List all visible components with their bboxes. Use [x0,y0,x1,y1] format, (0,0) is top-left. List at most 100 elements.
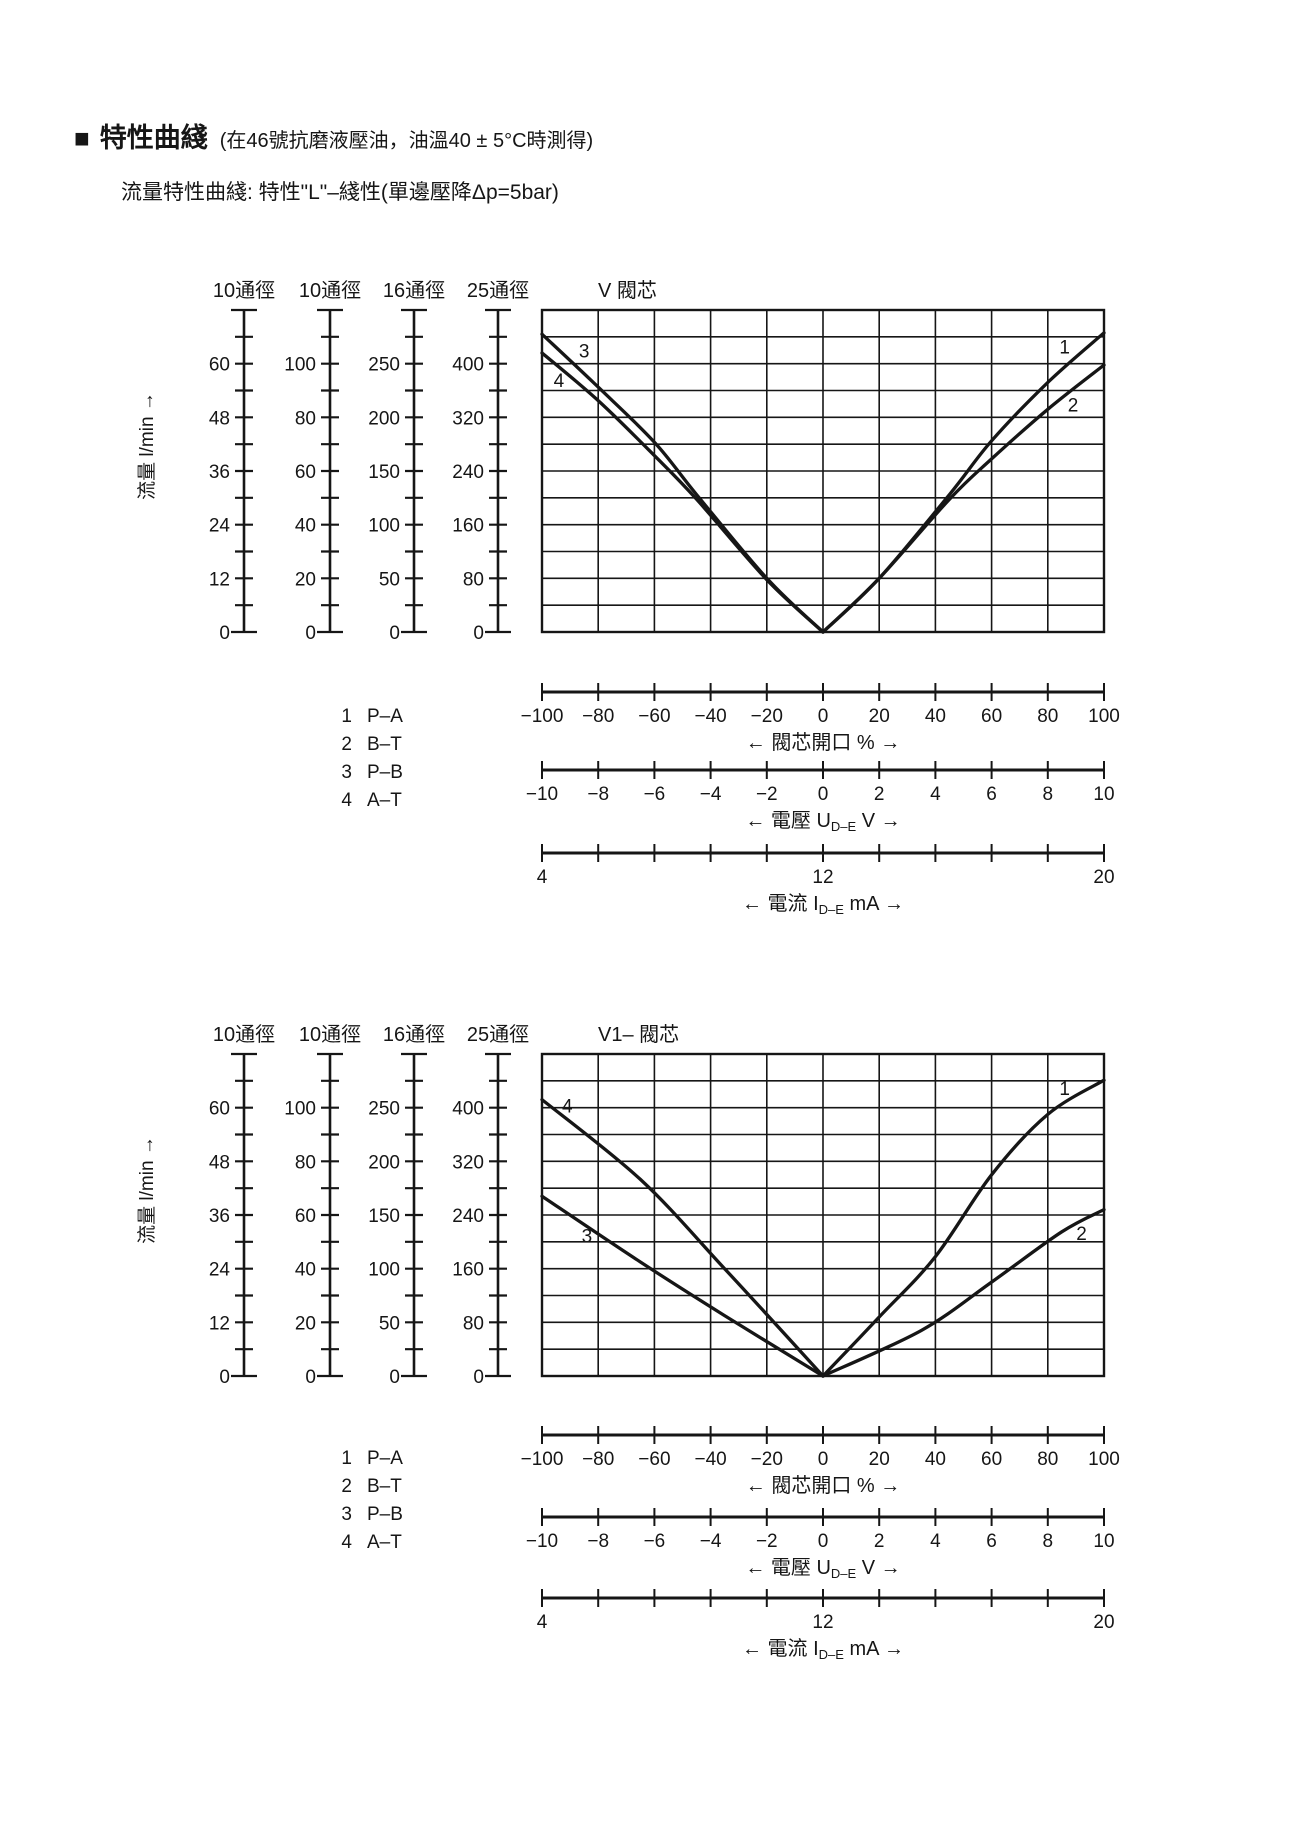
legend-route-1: P–A [367,706,403,727]
scale-tick-label: 60 [295,1206,316,1227]
chart-v-spool: 10通徑6048362412010通徑10080604020016通徑25020… [136,279,1120,917]
scale-tick-label: 400 [452,355,484,376]
x-axis-2: −10 −8 −6 −4 −2 0 2 4 6 8 10 ← 電壓 UD–E V → [526,761,1115,834]
curve-4-A–T [540,1097,825,1378]
scale-tick-label: 320 [452,408,484,429]
axis-tick-label: 12 [812,1612,833,1633]
legend-route-2: B–T [367,1476,402,1497]
axis-title: ← 電流 ID–E mA → [742,1637,904,1662]
scale-tick-label: 80 [295,1152,316,1173]
scale-tick-label: 150 [368,1206,400,1227]
scale-tick-label: 80 [463,569,484,590]
axis-tick-label: −10 [526,784,558,805]
legend-route-1: P–A [367,1448,403,1469]
axis-tick-label: −100 [521,1449,564,1470]
axis-tick-label: −40 [694,1449,726,1470]
axis-tick-label: 20 [1093,867,1114,888]
axis-tick-label: 0 [818,1531,829,1552]
axis-tick-label: −4 [700,1531,722,1552]
axis-tick-label: 10 [1093,784,1114,805]
x-axis-1: −100 −80 −60 −40 −20 0 20 40 60 80 100 ← 閥芯開口 % → [521,1426,1120,1497]
page-title-note: (在46號抗磨液壓油，油溫40 ± 5°C時測得) [219,130,594,152]
scale-tick-label: 240 [452,1206,484,1227]
axis-tick-label: 12 [812,867,833,888]
axis-tick-label: −60 [638,706,670,727]
axis-tick-label: −6 [644,784,666,805]
scale-header: 16通徑 [383,1023,445,1046]
x-axis-3: 4 12 20 ← 電流 ID–E mA → [537,1589,1115,1662]
scale-tick-label: 48 [209,408,230,429]
scale-header: 16通徑 [383,279,445,302]
axis-tick-label: 6 [986,1531,997,1552]
axis-tick-label: 0 [818,784,829,805]
page-title-text: 特性曲綫 [99,123,208,153]
scale-tick-label: 100 [284,355,316,376]
axis-tick-label: 2 [874,1531,885,1552]
legend-route-4: A–T [367,1532,402,1553]
scale-tick-label: 240 [452,462,484,483]
scale-tick-label: 36 [209,462,230,483]
page-title: ■ 特性曲綫 (在46號抗磨液壓油，油溫40 ± 5°C時測得) [74,116,593,155]
scale-tick-label: 40 [295,1260,316,1281]
curve-label-3: 3 [579,342,590,363]
scale-tick-label: 60 [295,462,316,483]
flow-scale-3: 16通徑 250 200 150 100 50 0 [368,279,445,644]
scale-tick-label: 24 [209,1260,231,1281]
flow-scale-2: 10通徑 100 80 60 40 20 0 [284,279,361,644]
axis-title: ← 電壓 UD–E V → [745,1557,900,1581]
scale-tick-label: 0 [305,623,316,644]
scale-tick-label: 100 [368,1260,400,1281]
scale-tick-label: 0 [389,1367,400,1388]
scale-tick-label: 60 [209,355,230,376]
scale-tick-label: 60 [209,1099,230,1120]
scale-tick-label: 20 [295,569,316,590]
axis-tick-label: 4 [537,1612,548,1633]
scale-header: 10通徑 [299,1023,361,1046]
axis-tick-label: −40 [694,706,726,727]
scale-header: 10通徑 [299,279,361,302]
curve-label-4: 4 [562,1096,573,1117]
scale-tick-label: 24 [209,516,231,537]
axis-tick-label: −20 [751,1449,783,1470]
flow-axis-title: 流量 l/min → [136,1136,158,1244]
axis-tick-label: 0 [818,1449,829,1470]
x-axis-3: 4 12 20 ← 電流 ID–E mA → [537,844,1115,917]
curve-3-P–B [540,1194,825,1378]
legend-route-3: P–B [367,762,403,783]
axis-tick-label: 80 [1037,1449,1058,1470]
axis-tick-label: 40 [925,1449,946,1470]
plot-grid [540,1052,1106,1378]
curve-label-1: 1 [1059,338,1070,359]
axis-tick-label: 100 [1088,1449,1120,1470]
x-axis-2: −10 −8 −6 −4 −2 0 2 4 6 8 10 ← 電壓 UD–E V → [526,1508,1115,1581]
scale-tick-label: 0 [473,623,484,644]
curve-label-2: 2 [1076,1224,1087,1245]
scale-header: 25通徑 [467,1023,529,1046]
axis-tick-label: 20 [869,706,890,727]
curve-label-3: 3 [582,1226,593,1247]
curve-1-P–A [821,331,1106,634]
flow-scale-2: 10通徑 100 80 60 40 20 0 [284,1023,361,1388]
axis-tick-label: −100 [521,706,564,727]
legend-route-2: B–T [367,734,402,755]
flow-scale-1: 10通徑 60 48 36 24 12 0 [209,279,275,644]
axis-tick-label: −60 [638,1449,670,1470]
axis-tick-label: 10 [1093,1531,1114,1552]
scale-tick-label: 100 [284,1099,316,1120]
scale-tick-label: 0 [305,1367,316,1388]
axis-tick-label: −80 [582,706,614,727]
curve-label-4: 4 [554,371,565,392]
legend-num-1: 1 [341,1448,352,1469]
scale-tick-label: 36 [209,1206,230,1227]
legend-num-3: 3 [341,1504,352,1525]
axis-tick-label: 8 [1043,1531,1054,1552]
axis-tick-label: 2 [874,784,885,805]
axis-tick-label: −10 [526,1531,558,1552]
legend-num-3: 3 [341,762,352,783]
axis-tick-label: 20 [1093,1612,1114,1633]
scale-tick-label: 250 [368,1099,400,1120]
axis-title: ← 電流 ID–E mA → [742,892,904,917]
chart-v1-spool: 10通徑6048362412010通徑10080604020016通徑25020… [136,1023,1120,1662]
scale-tick-label: 0 [219,1367,230,1388]
scale-header: 25通徑 [467,279,529,302]
